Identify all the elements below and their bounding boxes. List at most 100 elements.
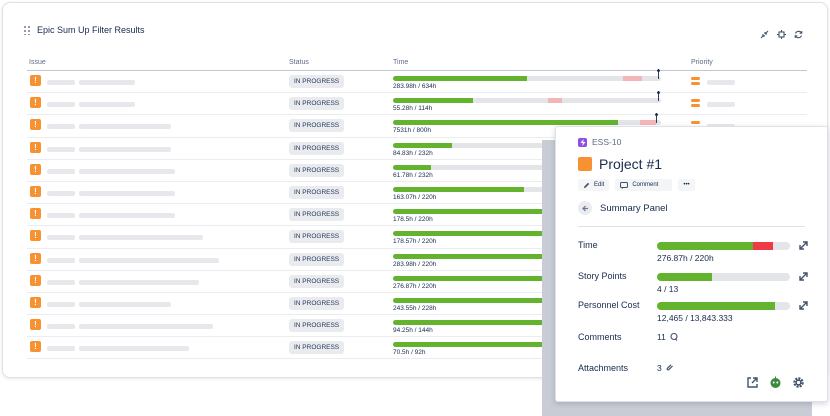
issue-key-placeholder[interactable] — [47, 80, 75, 85]
more-icon: ••• — [683, 182, 690, 188]
issue-summary-placeholder[interactable] — [79, 190, 175, 196]
priority-exclamation-icon: ! — [30, 341, 41, 353]
status-badge[interactable]: IN PROGRESS — [289, 230, 345, 244]
status-badge[interactable]: IN PROGRESS — [289, 208, 345, 222]
time-value: 70.5h / 92h — [393, 349, 426, 357]
status-badge[interactable]: IN PROGRESS — [289, 119, 345, 133]
issue-key-placeholder[interactable] — [47, 146, 75, 152]
status-badge[interactable]: IN PROGRESS — [289, 141, 345, 155]
issue-summary-placeholder[interactable] — [79, 80, 135, 85]
summary-panel-label: Summary Panel — [600, 202, 668, 214]
time-value: 61.78h / 232h — [393, 171, 433, 179]
time-progress-fill — [393, 76, 527, 81]
metric-story-points-value: 4 / 13 — [657, 284, 679, 294]
issue-summary-placeholder[interactable] — [79, 279, 199, 285]
summary-panel: ESS-10 Project #1 Edit Comment ••• Summa… — [555, 126, 828, 402]
status-badge[interactable]: IN PROGRESS — [289, 75, 345, 88]
table-row[interactable]: ! IN PROGRESS 70.5h / 92h — [27, 337, 807, 360]
minimize-icon[interactable] — [760, 30, 769, 39]
status-badge[interactable]: IN PROGRESS — [289, 97, 345, 111]
expand-icon[interactable] — [798, 240, 809, 251]
drag-handle-icon[interactable] — [23, 25, 31, 35]
issue-key-placeholder[interactable] — [47, 213, 75, 219]
issue-key-placeholder[interactable] — [47, 124, 75, 130]
metric-comments-value[interactable]: 11 — [657, 332, 678, 342]
issue-summary-placeholder[interactable] — [79, 301, 171, 307]
expand-icon[interactable] — [798, 271, 809, 282]
time-progress-bar — [393, 120, 661, 126]
metric-personnel-cost-value: 12,465 / 13,843.333 — [657, 313, 733, 323]
time-progress-bar — [393, 320, 661, 326]
gadget-header-actions — [760, 30, 803, 39]
issue-key-placeholder[interactable] — [47, 257, 75, 263]
gear-icon[interactable] — [792, 376, 805, 389]
column-header-priority[interactable]: Priority — [691, 59, 713, 66]
table-row[interactable]: ! IN PROGRESS 94.25h / 144h — [27, 315, 807, 338]
open-external-icon[interactable] — [746, 376, 759, 389]
column-header-time[interactable]: Time — [393, 59, 409, 66]
metric-time: Time 276.87h / 220h — [578, 240, 808, 270]
panel-footer-actions — [746, 376, 805, 389]
column-header-status[interactable]: Status — [289, 59, 309, 66]
table-row[interactable]: ! IN PROGRESS 243.55h / 228h — [27, 293, 807, 316]
priority-exclamation-icon: ! — [30, 208, 41, 220]
issue-summary-placeholder[interactable] — [79, 324, 213, 330]
issue-key-placeholder[interactable] — [47, 235, 75, 241]
gadget-title: Epic Sum Up Filter Results — [37, 25, 145, 35]
issue-key-placeholder[interactable] — [47, 168, 75, 174]
time-progress-bar — [393, 342, 661, 348]
robot-icon[interactable] — [769, 376, 782, 389]
time-overrun-segment — [548, 98, 562, 104]
issue-key-placeholder[interactable] — [47, 190, 75, 196]
issue-summary-placeholder[interactable] — [79, 257, 219, 263]
issue-key-placeholder[interactable] — [47, 102, 75, 108]
back-button[interactable] — [578, 201, 592, 215]
status-badge[interactable]: IN PROGRESS — [289, 163, 345, 177]
metric-personnel-cost-bar — [657, 302, 790, 310]
status-badge[interactable]: IN PROGRESS — [289, 252, 345, 266]
priority-medium-icon — [691, 99, 700, 108]
status-badge[interactable]: IN PROGRESS — [289, 296, 345, 310]
issue-summary-placeholder[interactable] — [79, 146, 171, 152]
metric-personnel-cost: Personnel Cost 12,465 / 13,843.333 — [578, 300, 808, 330]
more-button[interactable]: ••• — [678, 179, 695, 191]
crosshair-icon[interactable] — [777, 30, 786, 39]
time-progress-fill — [393, 186, 525, 192]
time-value: 84.83h / 232h — [393, 149, 433, 157]
status-badge[interactable]: IN PROGRESS — [289, 274, 345, 288]
edit-button[interactable]: Edit — [578, 179, 610, 191]
issue-summary-placeholder[interactable] — [79, 213, 175, 219]
time-progress-bar — [393, 209, 661, 215]
issue-summary-placeholder[interactable] — [79, 102, 135, 108]
status-badge[interactable]: IN PROGRESS — [289, 319, 345, 333]
issue-summary-placeholder[interactable] — [79, 168, 175, 174]
column-header-issue[interactable]: Issue — [29, 59, 46, 66]
time-progress-bar — [393, 164, 661, 170]
issue-key-placeholder[interactable] — [47, 301, 75, 307]
metric-attachments: Attachments 3 — [578, 363, 808, 393]
comment-button[interactable]: Comment — [615, 179, 673, 191]
table-row[interactable]: ! IN PROGRESS 178.57h / 220h — [27, 226, 807, 249]
refresh-icon[interactable] — [794, 30, 803, 39]
time-value: 178.5h / 220h — [393, 216, 433, 224]
issue-key-text: ESS-10 — [592, 137, 622, 147]
metric-comments: Comments 11 — [578, 332, 808, 362]
status-badge[interactable]: IN PROGRESS — [289, 185, 345, 199]
table-row[interactable]: ! IN PROGRESS 163.07h / 220h — [27, 182, 807, 205]
issue-key[interactable]: ESS-10 — [578, 137, 621, 147]
table-row[interactable]: ! IN PROGRESS 55.28h / 114h — [27, 91, 807, 116]
issue-key-placeholder[interactable] — [47, 279, 75, 285]
table-row[interactable]: ! IN PROGRESS 283.98h / 220h — [27, 249, 807, 271]
expand-icon[interactable] — [798, 300, 809, 311]
issue-summary-placeholder[interactable] — [79, 346, 189, 352]
estimate-marker-icon — [657, 69, 661, 79]
issue-key-placeholder[interactable] — [47, 346, 75, 352]
table-row[interactable]: ! IN PROGRESS 283.98h / 634h — [27, 69, 807, 94]
table-row[interactable]: ! IN PROGRESS 178.5h / 220h — [27, 204, 807, 227]
table-row[interactable]: ! IN PROGRESS 61.78h / 232h — [27, 160, 807, 182]
issue-key-placeholder[interactable] — [47, 324, 75, 330]
issue-summary-placeholder[interactable] — [79, 235, 203, 241]
status-badge[interactable]: IN PROGRESS — [289, 341, 345, 355]
metric-attachments-value[interactable]: 3 — [657, 363, 674, 373]
issue-summary-placeholder[interactable] — [79, 124, 171, 130]
